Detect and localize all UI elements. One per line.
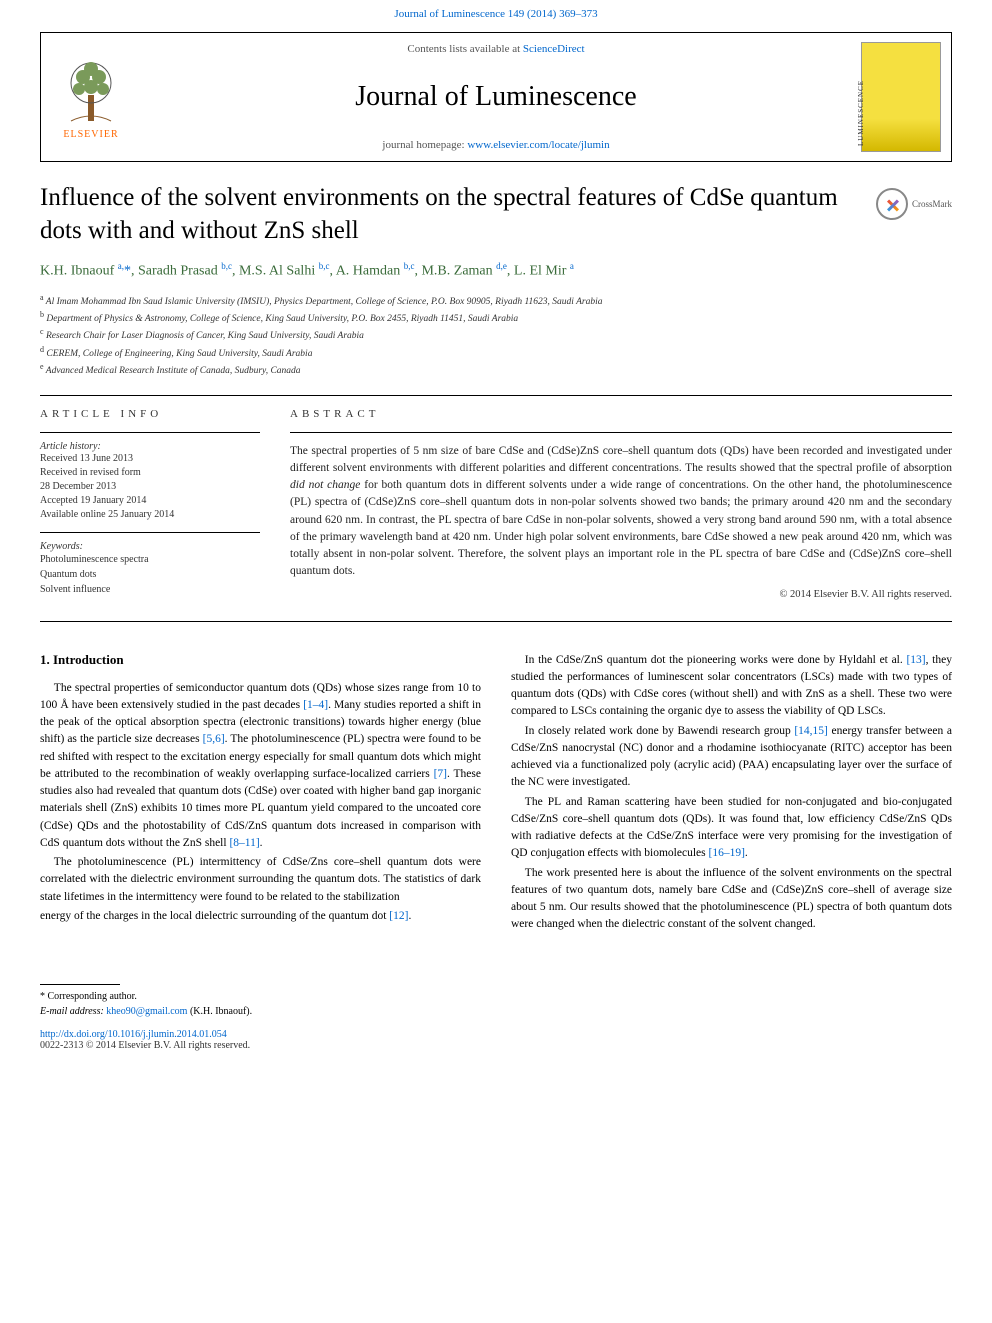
history-line: Received 13 June 2013: [40, 452, 260, 466]
divider-top: [40, 395, 952, 396]
history-label: Article history:: [40, 441, 260, 452]
keyword: Quantum dots: [40, 567, 260, 582]
body-paragraph: The spectral properties of semiconductor…: [40, 680, 481, 853]
contents-line: Contents lists available at ScienceDirec…: [141, 43, 851, 55]
homepage-link[interactable]: www.elsevier.com/locate/jlumin: [467, 139, 609, 151]
keyword: Photoluminescence spectra: [40, 552, 260, 567]
article-info-column: ARTICLE INFO Article history: Received 1…: [40, 408, 260, 607]
abstract-text: The spectral properties of 5 nm size of …: [290, 443, 952, 581]
footer: * Corresponding author. E-mail address: …: [0, 984, 992, 1071]
divider-bottom: [40, 621, 952, 622]
info-divider: [40, 432, 260, 433]
email-name: (K.H. Ibnaouf).: [187, 1006, 252, 1017]
abstract-copyright: © 2014 Elsevier B.V. All rights reserved…: [290, 589, 952, 600]
keyword: Solvent influence: [40, 582, 260, 597]
keywords-label: Keywords:: [40, 541, 260, 552]
body-paragraph: The photoluminescence (PL) intermittency…: [40, 854, 481, 906]
article-title: Influence of the solvent environments on…: [40, 182, 864, 247]
abstract-column: ABSTRACT The spectral properties of 5 nm…: [290, 408, 952, 607]
homepage-text: journal homepage:: [382, 139, 467, 151]
abstract-divider: [290, 432, 952, 433]
affiliation-line: b Department of Physics & Astronomy, Col…: [40, 309, 952, 326]
issn-line: 0022-2313 © 2014 Elsevier B.V. All right…: [40, 1040, 952, 1051]
journal-name: Journal of Luminescence: [141, 81, 851, 113]
email-line: E-mail address: kheo90@gmail.com (K.H. I…: [40, 1004, 952, 1019]
email-label: E-mail address:: [40, 1006, 106, 1017]
corresponding-note: * Corresponding author.: [40, 989, 952, 1004]
crossmark-icon: [876, 188, 908, 220]
body-paragraph: In the CdSe/ZnS quantum dot the pioneeri…: [511, 652, 952, 721]
elsevier-tree-icon: [61, 55, 121, 125]
cover-spine-text: LUMINESCENCE: [857, 80, 865, 146]
article-info-heading: ARTICLE INFO: [40, 408, 260, 420]
affiliation-line: c Research Chair for Laser Diagnosis of …: [40, 326, 952, 343]
footnote-divider: [40, 984, 120, 985]
journal-header-box: ELSEVIER Contents lists available at Sci…: [40, 32, 952, 162]
body-paragraph: The work presented here is about the inf…: [511, 865, 952, 934]
info-divider-2: [40, 532, 260, 533]
history-line: Available online 25 January 2014: [40, 508, 260, 522]
affiliations: a Al Imam Mohammad Ibn Saud Islamic Univ…: [40, 292, 952, 379]
elsevier-label: ELSEVIER: [63, 129, 118, 140]
homepage-line: journal homepage: www.elsevier.com/locat…: [141, 139, 851, 151]
email-link[interactable]: kheo90@gmail.com: [106, 1006, 187, 1017]
running-head: Journal of Luminescence 149 (2014) 369–3…: [0, 0, 992, 28]
body-paragraph: In closely related work done by Bawendi …: [511, 723, 952, 792]
cover-thumbnail: LUMINESCENCE: [851, 33, 951, 161]
cover-image: LUMINESCENCE: [861, 42, 941, 152]
history-line: 28 December 2013: [40, 480, 260, 494]
sciencedirect-link[interactable]: ScienceDirect: [523, 43, 585, 55]
body-columns: 1. Introduction The spectral properties …: [40, 652, 952, 934]
elsevier-logo: ELSEVIER: [41, 33, 141, 161]
contents-text: Contents lists available at: [407, 43, 522, 55]
history-line: Received in revised form: [40, 466, 260, 480]
history-lines: Received 13 June 2013Received in revised…: [40, 452, 260, 522]
authors-line: K.H. Ibnaouf a,*, Saradh Prasad b,c, M.S…: [40, 261, 952, 280]
intro-heading: 1. Introduction: [40, 652, 481, 668]
crossmark-label: CrossMark: [912, 199, 952, 209]
affiliation-line: a Al Imam Mohammad Ibn Saud Islamic Univ…: [40, 292, 952, 309]
abstract-heading: ABSTRACT: [290, 408, 952, 420]
keywords-list: Photoluminescence spectraQuantum dotsSol…: [40, 552, 260, 597]
header-center: Contents lists available at ScienceDirec…: [141, 33, 851, 161]
body-paragraph: The PL and Raman scattering have been st…: [511, 794, 952, 863]
body-paragraph: energy of the charges in the local diele…: [40, 908, 481, 925]
crossmark-badge[interactable]: CrossMark: [876, 188, 952, 220]
doi-link[interactable]: http://dx.doi.org/10.1016/j.jlumin.2014.…: [40, 1029, 952, 1040]
affiliation-line: e Advanced Medical Research Institute of…: [40, 361, 952, 378]
affiliation-line: d CEREM, College of Engineering, King Sa…: [40, 344, 952, 361]
history-line: Accepted 19 January 2014: [40, 494, 260, 508]
